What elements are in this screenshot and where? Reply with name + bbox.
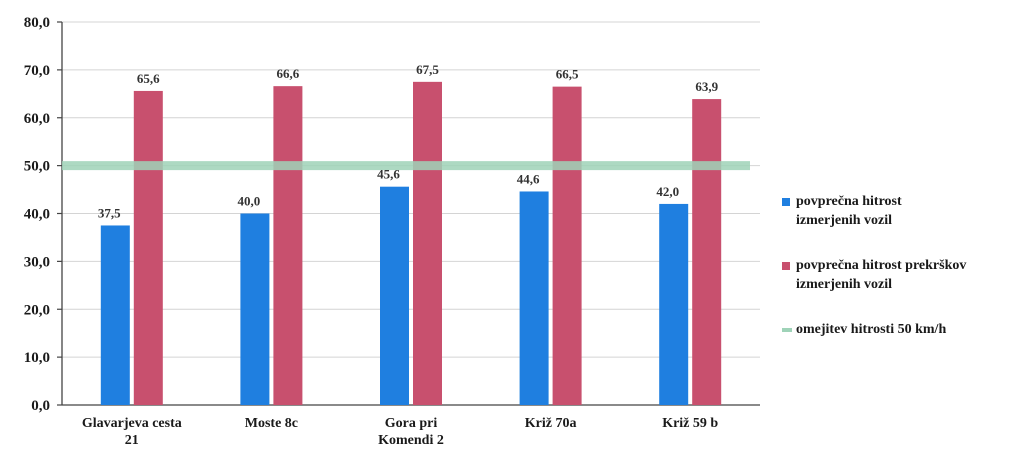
bar-violation-speed [692, 99, 722, 406]
data-label: 66,6 [277, 66, 300, 81]
bar-violation-speed [133, 90, 163, 405]
y-tick-label: 70,0 [24, 63, 50, 79]
bars [100, 81, 722, 406]
category-label: Križ 59 b [662, 416, 718, 431]
y-tick-label: 20,0 [24, 302, 50, 318]
y-tick-labels: 0,0 10,0 20,0 30,0 40,0 50,0 60,0 70,0 80,0 [24, 15, 62, 414]
legend-label: izmerjenih vozil [796, 213, 893, 228]
data-label: 37,5 [98, 205, 121, 220]
y-tick-label: 30,0 [24, 254, 50, 270]
legend-label: izmerjenih vozil [796, 277, 893, 292]
y-tick-label: 0,0 [31, 398, 50, 414]
bar-chart: 0,0 10,0 20,0 30,0 40,0 50,0 60,0 70,0 80,0 37,5… [24, 15, 760, 448]
y-tick-label: 40,0 [24, 207, 50, 223]
data-labels: 37,5 65,6 40,0 66,6 45,6 67,5 44,6 66,5 42,0 63,9 [98, 62, 719, 221]
category-labels: Glavarjeva cesta 21 Moste 8c Gora pri Komend… [82, 416, 719, 448]
grid-lines [62, 21, 760, 358]
data-label: 40,0 [238, 194, 261, 209]
category-label: Križ 70a [525, 416, 577, 431]
legend: povprečna hitrost izmerjenih vozil povpreč… [782, 192, 1022, 365]
bar-average-speed [100, 225, 130, 405]
data-label: 44,6 [517, 171, 540, 186]
data-label: 67,5 [416, 62, 439, 77]
y-tick-label: 80,0 [24, 15, 50, 31]
legend-item: povprečna hitrost prekrškov izmerjenih vo… [782, 256, 1022, 294]
bar-violation-speed [273, 86, 303, 405]
category-label: Gora pri Komendi 2 [378, 416, 444, 448]
data-label: 42,0 [656, 184, 679, 199]
bar-violation-speed [552, 86, 582, 405]
legend-item: povprečna hitrost izmerjenih vozil [782, 192, 1022, 230]
legend-label: povprečna hitrost prekrškov [796, 258, 967, 273]
bar-average-speed [240, 213, 270, 405]
legend-line-swatch [782, 328, 792, 332]
data-label: 63,9 [695, 79, 718, 94]
category-label: Moste 8c [245, 416, 298, 431]
data-label: 65,6 [137, 71, 160, 86]
legend-color-swatch [782, 262, 790, 270]
bar-average-speed [519, 191, 549, 405]
legend-item: omejitev hitrosti 50 km/h [782, 320, 1022, 339]
legend-label: povprečna hitrost [796, 194, 902, 209]
bar-average-speed [659, 203, 689, 405]
data-label: 66,5 [556, 67, 579, 82]
data-label: 45,6 [377, 167, 400, 182]
category-label: Glavarjeva cesta 21 [82, 416, 182, 448]
bar-violation-speed [413, 81, 442, 405]
y-tick-label: 60,0 [24, 111, 50, 127]
bar-average-speed [380, 186, 409, 405]
legend-color-swatch [782, 198, 790, 206]
legend-label: omejitev hitrosti 50 km/h [796, 322, 947, 337]
y-tick-label: 10,0 [24, 350, 50, 366]
y-tick-label: 50,0 [24, 159, 50, 175]
